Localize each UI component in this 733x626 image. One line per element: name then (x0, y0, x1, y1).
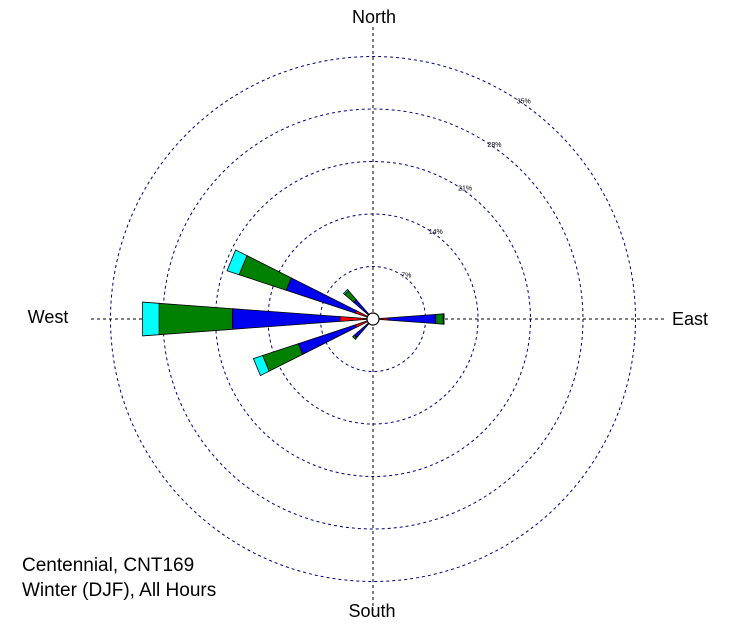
petal-247.5-bin-2 (297, 324, 357, 355)
petal-225-bin-3 (352, 334, 358, 340)
direction-label-south: South (348, 601, 395, 621)
petal-90-bin-1 (378, 317, 389, 321)
ring-label-1: 7% (401, 272, 411, 279)
petal-270-bin-4 (142, 301, 160, 337)
ring-label-3: 21% (458, 185, 472, 192)
direction-label-north: North (352, 7, 396, 27)
petal-270-bin-1 (339, 316, 368, 322)
season-caption: Winter (DJF), All Hours (22, 580, 217, 601)
ring-label-2: 14% (429, 229, 443, 236)
petal-315-bin-4 (342, 288, 350, 296)
petal-292.5-bin-4 (226, 249, 248, 276)
petal-270-bin-2 (231, 308, 341, 330)
direction-label-west: West (28, 307, 69, 327)
station-caption: Centennial, CNT169 (22, 555, 195, 576)
petal-270-bin-3 (158, 302, 233, 336)
petal-292.5-bin-3 (238, 255, 292, 291)
petal-90-bin-3 (435, 313, 444, 325)
calm-hub (366, 312, 380, 326)
grid: 7% 14% 21% 28% 35% (91, 27, 665, 611)
petals (142, 249, 445, 377)
ring-label-5: 35% (517, 98, 531, 105)
petal-90-bin-4 (442, 313, 445, 325)
labels: North South West East (28, 7, 708, 621)
petal-90-bin-2 (387, 313, 437, 325)
petal-247.5-bin-4 (252, 355, 270, 377)
petal-247.5-bin-3 (262, 343, 304, 372)
ring-label-4: 28% (487, 142, 501, 149)
direction-label-east: East (672, 309, 708, 329)
